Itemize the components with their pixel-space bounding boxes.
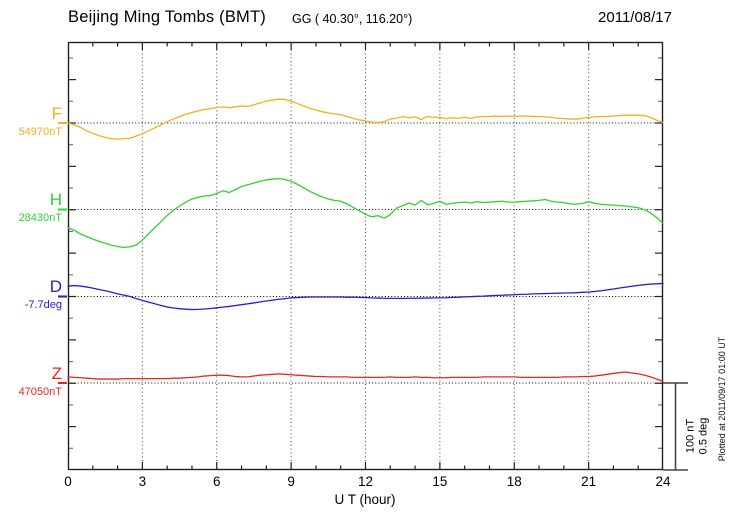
series-letter-F: F bbox=[51, 104, 62, 123]
series-Z-trace bbox=[67, 371, 664, 382]
x-axis-label: U T (hour) bbox=[334, 492, 396, 507]
x-tick-label: 15 bbox=[432, 474, 448, 489]
series-F-trace bbox=[67, 98, 664, 140]
series-baseline-value-Z: 47050nT bbox=[18, 386, 62, 398]
station-title: Beijing Ming Tombs (BMT) bbox=[68, 8, 266, 26]
x-tick-label: 24 bbox=[655, 474, 671, 489]
series-label-F: F 54970nT bbox=[0, 104, 62, 139]
x-tick-label: 9 bbox=[287, 474, 295, 489]
x-tick-label: 6 bbox=[212, 474, 221, 489]
series-label-H: H 28430nT bbox=[0, 190, 62, 225]
baseline-lines bbox=[58, 122, 676, 384]
series-H-trace bbox=[67, 177, 664, 248]
series-baseline-value-H: 28430nT bbox=[18, 212, 62, 224]
series-label-D: D -7.7deg bbox=[0, 277, 62, 312]
x-tick-label: 21 bbox=[581, 474, 597, 489]
series-label-Z: Z 47050nT bbox=[0, 364, 62, 399]
scale-bar-label: 100 nT 0.5 deg bbox=[685, 418, 710, 455]
scale-bar bbox=[663, 382, 688, 471]
y-axis-ticks bbox=[68, 57, 663, 449]
series-D-trace bbox=[67, 282, 664, 311]
x-tick-label: 3 bbox=[138, 474, 147, 489]
series-baseline-value-D: -7.7deg bbox=[24, 299, 62, 311]
x-tick-label: 0 bbox=[64, 474, 72, 489]
series-letter-H: H bbox=[49, 190, 62, 209]
x-axis-ticks bbox=[92, 42, 639, 470]
series-letter-Z: Z bbox=[51, 364, 62, 383]
vertical-gridlines bbox=[141, 42, 590, 470]
plot-frame bbox=[67, 41, 664, 471]
scale-bar-deg: 0.5 deg bbox=[697, 417, 709, 455]
series-letter-D: D bbox=[49, 277, 62, 296]
x-tick-label: 12 bbox=[357, 474, 374, 489]
x-tick-label: 18 bbox=[506, 474, 522, 489]
scale-bar-nt: 100 nT bbox=[684, 418, 697, 454]
station-coordinates: GG ( 40.30°, 116.20°) bbox=[292, 12, 413, 26]
plotted-at-note: Plotted at 2011/09/17 01:00 UT bbox=[717, 336, 727, 462]
series-baseline-value-F: 54970nT bbox=[18, 126, 62, 138]
plot-date: 2011/08/17 bbox=[598, 9, 672, 26]
